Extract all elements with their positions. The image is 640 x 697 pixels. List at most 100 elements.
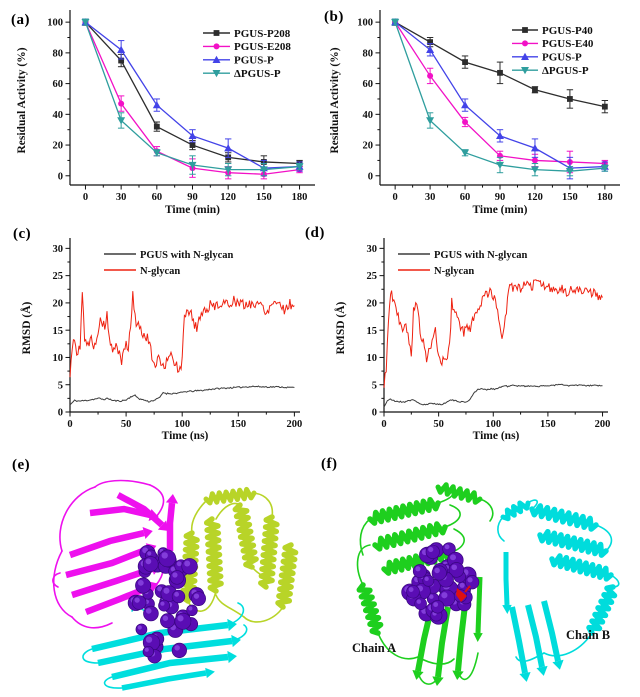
chain-b-label: Chain B [566, 628, 610, 642]
legend-label: PGUS with N-glycan [140, 250, 233, 261]
x-axis-title: Time (min) [472, 204, 527, 216]
y-tick-label: 10 [367, 353, 378, 364]
x-tick-label: 200 [595, 419, 611, 430]
series-PGUS with N-glycan [69, 385, 295, 406]
structure-panel-e [52, 479, 299, 691]
legend-label: PGUS-E40 [542, 38, 594, 50]
x-tick-label: 150 [540, 419, 556, 430]
y-tick-label: 100 [357, 18, 373, 29]
y-tick-label: 25 [53, 271, 64, 282]
protein-dimer-render [356, 482, 620, 686]
x-tick-label: 30 [116, 192, 127, 203]
y-axis-title: RMSD (Å) [19, 301, 33, 354]
legend-label: PGUS-P208 [234, 28, 291, 40]
rmsd-chart-c: 0 50 100 150 200 0 5 10 15 20 25 30 Time (ns) RMSD (Å… [19, 238, 303, 442]
y-axis-title: Residual Activity (%) [16, 47, 28, 153]
ticks [379, 247, 604, 417]
y-tick-label: 15 [53, 326, 64, 337]
x-axis-title: Time (ns) [162, 430, 209, 442]
y-tick-label: 25 [367, 271, 378, 282]
x-tick-label: 0 [393, 192, 398, 203]
x-axis-title: Time (ns) [473, 430, 520, 442]
x-tick-label: 180 [597, 192, 613, 203]
rmsd-chart-d: 0 50 100 150 200 0 5 10 15 20 25 30 Time (ns) RMSD (Å… [333, 238, 611, 442]
legend-label: ΔPGUS-P [542, 65, 589, 77]
series-ΔPGUS-P [81, 18, 304, 177]
ticks [65, 247, 295, 417]
x-tick-label: 150 [562, 192, 578, 203]
series-N-glycan [383, 279, 603, 388]
legend-label: PGUS-P [234, 55, 274, 67]
panel-label-e: (e) [12, 457, 31, 473]
ticks [375, 21, 606, 190]
legend-label: PGUS with N-glycan [434, 250, 527, 261]
y-tick-label: 20 [363, 141, 374, 152]
ticks [65, 21, 301, 190]
y-tick-label: 20 [53, 141, 64, 152]
x-tick-label: 150 [256, 192, 272, 203]
y-tick-label: 10 [53, 353, 64, 364]
x-tick-label: 100 [174, 419, 190, 430]
series-ΔPGUS-P [391, 18, 609, 177]
y-tick-label: 80 [363, 48, 374, 59]
legend-label: PGUS-P [542, 52, 582, 64]
y-tick-label: 30 [53, 244, 64, 255]
y-tick-label: 30 [367, 244, 378, 255]
y-axis-title: Residual Activity (%) [329, 47, 341, 153]
red-site-marker [456, 588, 467, 602]
series-PGUS with N-glycan [383, 383, 603, 408]
axes [69, 238, 300, 413]
x-tick-label: 60 [460, 192, 471, 203]
x-tick-label: 50 [121, 419, 132, 430]
panel-label-f: (f) [321, 456, 338, 472]
y-tick-label: 0 [372, 408, 377, 419]
x-tick-label: 60 [152, 192, 163, 203]
y-tick-label: 40 [53, 110, 64, 121]
y-tick-label: 15 [367, 326, 378, 337]
x-axis-title: Time (min) [165, 204, 220, 216]
structure-panel-f: Chain A Chain B [352, 482, 620, 686]
y-tick-label: 80 [53, 48, 64, 59]
y-tick-label: 60 [363, 79, 374, 90]
series-N-glycan [69, 291, 295, 378]
panel-label-b: (b) [324, 9, 344, 25]
x-tick-label: 100 [485, 419, 501, 430]
x-tick-label: 50 [433, 419, 444, 430]
protein-monomer-render [52, 479, 299, 691]
legend-label: N-glycan [434, 266, 474, 277]
legend-label: N-glycan [140, 266, 180, 277]
chain-a-label: Chain A [352, 641, 396, 655]
y-tick-label: 5 [372, 380, 377, 391]
panel-label-a: (a) [11, 12, 30, 28]
y-tick-label: 40 [363, 110, 374, 121]
y-tick-label: 20 [367, 299, 378, 310]
x-tick-label: 120 [220, 192, 236, 203]
x-tick-label: 200 [287, 419, 303, 430]
x-tick-label: 150 [230, 419, 246, 430]
y-tick-label: 0 [58, 408, 63, 419]
y-tick-label: 0 [368, 171, 373, 182]
legend-label: PGUS-E208 [234, 41, 291, 53]
n-glycan-spheres [401, 542, 480, 625]
x-tick-label: 180 [292, 192, 308, 203]
y-axis-title: RMSD (Å) [333, 301, 347, 354]
x-tick-label: 120 [527, 192, 543, 203]
x-tick-label: 90 [495, 192, 506, 203]
x-tick-label: 0 [67, 419, 72, 430]
y-tick-label: 100 [47, 18, 63, 29]
x-tick-label: 0 [381, 419, 386, 430]
legend-label: PGUS-P40 [542, 25, 593, 37]
y-tick-label: 20 [53, 299, 64, 310]
y-tick-label: 60 [53, 79, 64, 90]
x-tick-label: 0 [83, 192, 88, 203]
y-tick-label: 5 [58, 380, 63, 391]
legend-label: ΔPGUS-P [234, 68, 281, 80]
thermal-stability-chart-a: 0 30 60 90 120 150 180 0 20 40 60 80 100 Time (min) Re… [16, 10, 315, 216]
panel-label-c: (c) [13, 226, 32, 242]
n-glycan-spheres [127, 544, 206, 664]
x-tick-label: 30 [425, 192, 436, 203]
thermal-stability-chart-b: 0 30 60 90 120 150 180 0 20 40 60 80 100 Time (min) Re… [329, 10, 620, 216]
panel-label-d: (d) [305, 225, 325, 241]
x-tick-label: 90 [187, 192, 198, 203]
